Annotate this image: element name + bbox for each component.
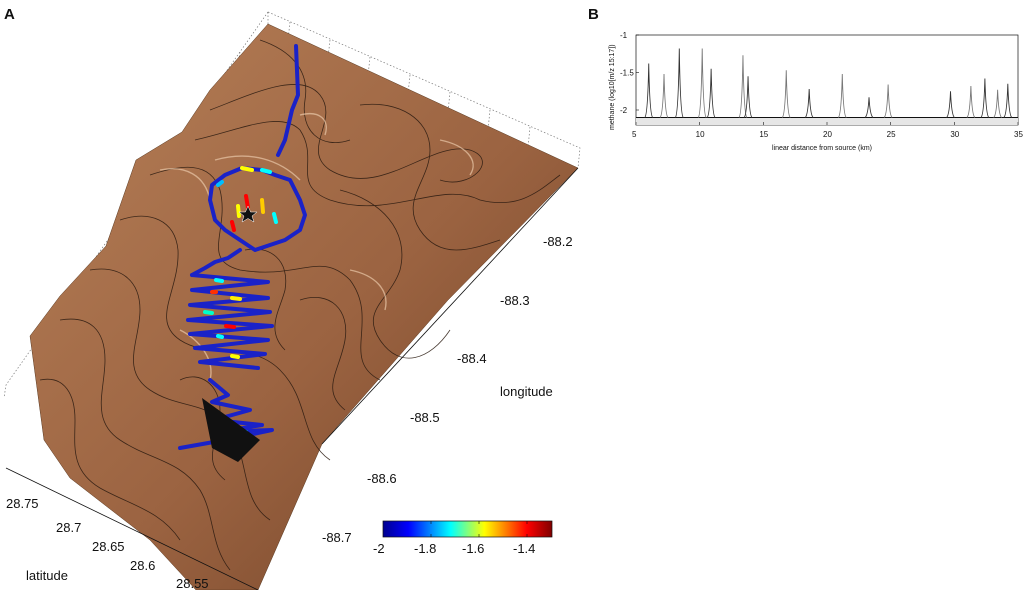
panel-b-x-tick-label: 5 <box>632 130 637 139</box>
colorbar-tick-3: -1.4 <box>513 541 535 556</box>
panel-b-y-tick-label: -2 <box>620 106 628 115</box>
colorbar: -2 -1.8 -1.6 -1.4 <box>373 520 553 556</box>
panel-b-peak <box>781 70 791 118</box>
latitude-axis: 28.75 28.7 28.65 28.6 28.55 latitude <box>5 467 259 590</box>
panel-b-peak <box>697 48 707 118</box>
panel-b-x-ticks: 5 10 15 20 25 30 35 <box>632 122 1023 139</box>
panel-b-peak <box>837 73 847 118</box>
panel-b-y-tick-label: -1.5 <box>620 69 634 78</box>
colorbar-tick-2: -1.6 <box>462 541 484 556</box>
panel-b-x-axis-title: linear distance from source (km) <box>772 145 872 152</box>
lon-tick-4: -88.6 <box>367 471 397 486</box>
contour-lines <box>39 39 561 571</box>
panel-b-x-tick-label: 30 <box>950 130 959 139</box>
panel-a-label: A <box>4 6 15 23</box>
panel-b-label: B <box>588 6 599 23</box>
panel-b-peak <box>993 89 1002 118</box>
colorbar-gradient <box>382 520 553 538</box>
panel-b-peak <box>738 55 748 118</box>
panel-b-series <box>644 48 1013 118</box>
colorbar-tick-0: -2 <box>373 541 385 556</box>
source-star-icon <box>238 205 258 223</box>
panel-b-peak <box>644 63 654 118</box>
lon-tick-2: -88.4 <box>457 351 487 366</box>
panel-b-peak <box>706 68 716 118</box>
panel-b-chart: 5 10 15 20 25 30 35 -1 -1.5 -2 linear distance f… <box>609 31 1023 152</box>
ship-swath <box>202 398 260 462</box>
lat-tick-4: 28.55 <box>176 576 209 590</box>
panel-b-x-tick-label: 15 <box>759 130 768 139</box>
lat-tick-0: 28.75 <box>6 496 39 511</box>
panel-b-peak <box>980 78 990 118</box>
panel-b-peak <box>864 97 874 118</box>
lon-tick-1: -88.3 <box>500 293 530 308</box>
longitude-axis: -88.2 -88.3 -88.4 -88.5 -88.6 -88.7 long… <box>321 167 579 545</box>
panel-b-x-tick-label: 35 <box>1014 130 1023 139</box>
panel-b-peak <box>743 76 753 118</box>
panel-b-peak <box>659 73 669 118</box>
panel-b-x-tick-label: 25 <box>887 130 896 139</box>
panel-b-x-tick-label: 20 <box>823 130 832 139</box>
lon-tick-3: -88.5 <box>410 410 440 425</box>
latitude-axis-title: latitude <box>26 568 68 583</box>
panel-b-peak <box>1003 83 1013 118</box>
vessel-track <box>178 44 307 450</box>
panel-b-peak <box>946 91 955 118</box>
longitude-axis-title: longitude <box>500 384 553 399</box>
lon-tick-5: -88.7 <box>322 530 352 545</box>
colorbar-tick-1: -1.8 <box>414 541 436 556</box>
panel-b-baseline-band <box>636 117 1018 125</box>
panel-b-peak <box>674 48 684 118</box>
panel-b-y-ticks: -1 -1.5 -2 <box>620 31 639 115</box>
panel-b-plot-area <box>635 34 1019 126</box>
panel-b-y-axis-title: methane (log10[m/z 15:17]) <box>609 44 616 130</box>
panel-b-peak <box>966 85 976 118</box>
lat-tick-1: 28.7 <box>56 520 81 535</box>
lat-tick-3: 28.6 <box>130 558 155 573</box>
panel-b-peak <box>804 88 814 118</box>
panel-b-x-tick-label: 10 <box>696 130 705 139</box>
lat-tick-2: 28.65 <box>92 539 125 554</box>
panel-b-peak <box>883 84 893 118</box>
lon-tick-0: -88.2 <box>543 234 573 249</box>
panel-b-y-tick-label: -1 <box>620 31 628 40</box>
terrain-surface <box>29 23 579 590</box>
terrain-ridges <box>159 113 474 381</box>
